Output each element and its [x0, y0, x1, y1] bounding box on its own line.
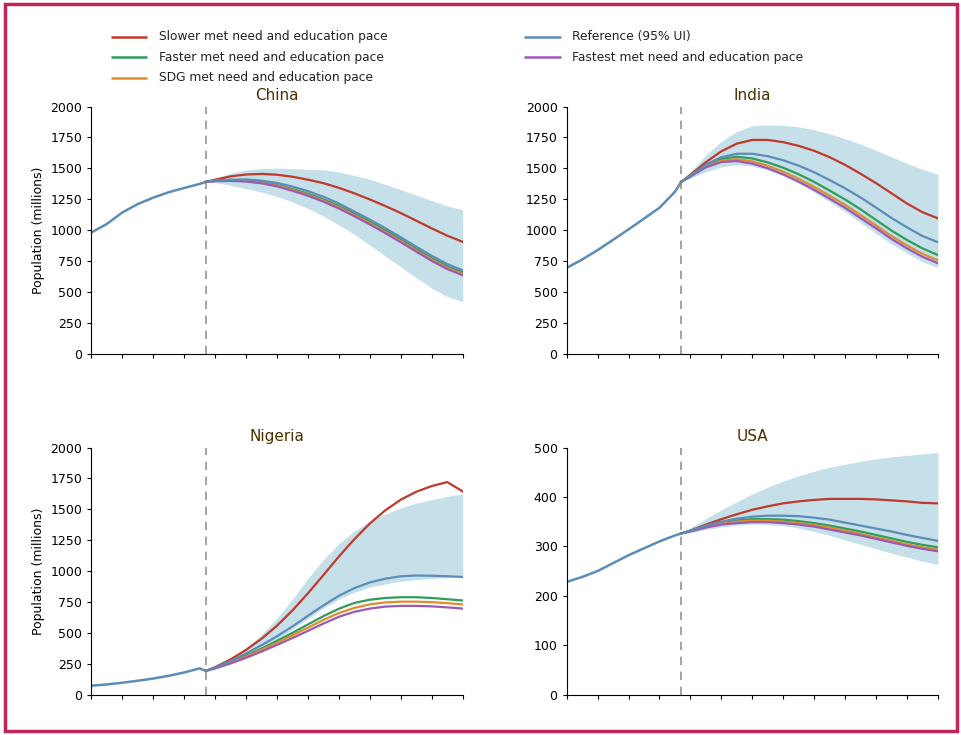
Text: SDG met need and education pace: SDG met need and education pace [159, 71, 372, 85]
Y-axis label: Population (millions): Population (millions) [32, 166, 45, 294]
Title: India: India [733, 87, 771, 103]
Text: Slower met need and education pace: Slower met need and education pace [159, 30, 387, 43]
Text: Reference (95% UI): Reference (95% UI) [572, 30, 690, 43]
Title: Nigeria: Nigeria [249, 429, 305, 443]
Text: Fastest met need and education pace: Fastest met need and education pace [572, 51, 802, 64]
Y-axis label: Population (millions): Population (millions) [32, 507, 45, 635]
Text: Faster met need and education pace: Faster met need and education pace [159, 51, 383, 64]
Title: USA: USA [736, 429, 767, 443]
Title: China: China [255, 87, 299, 103]
